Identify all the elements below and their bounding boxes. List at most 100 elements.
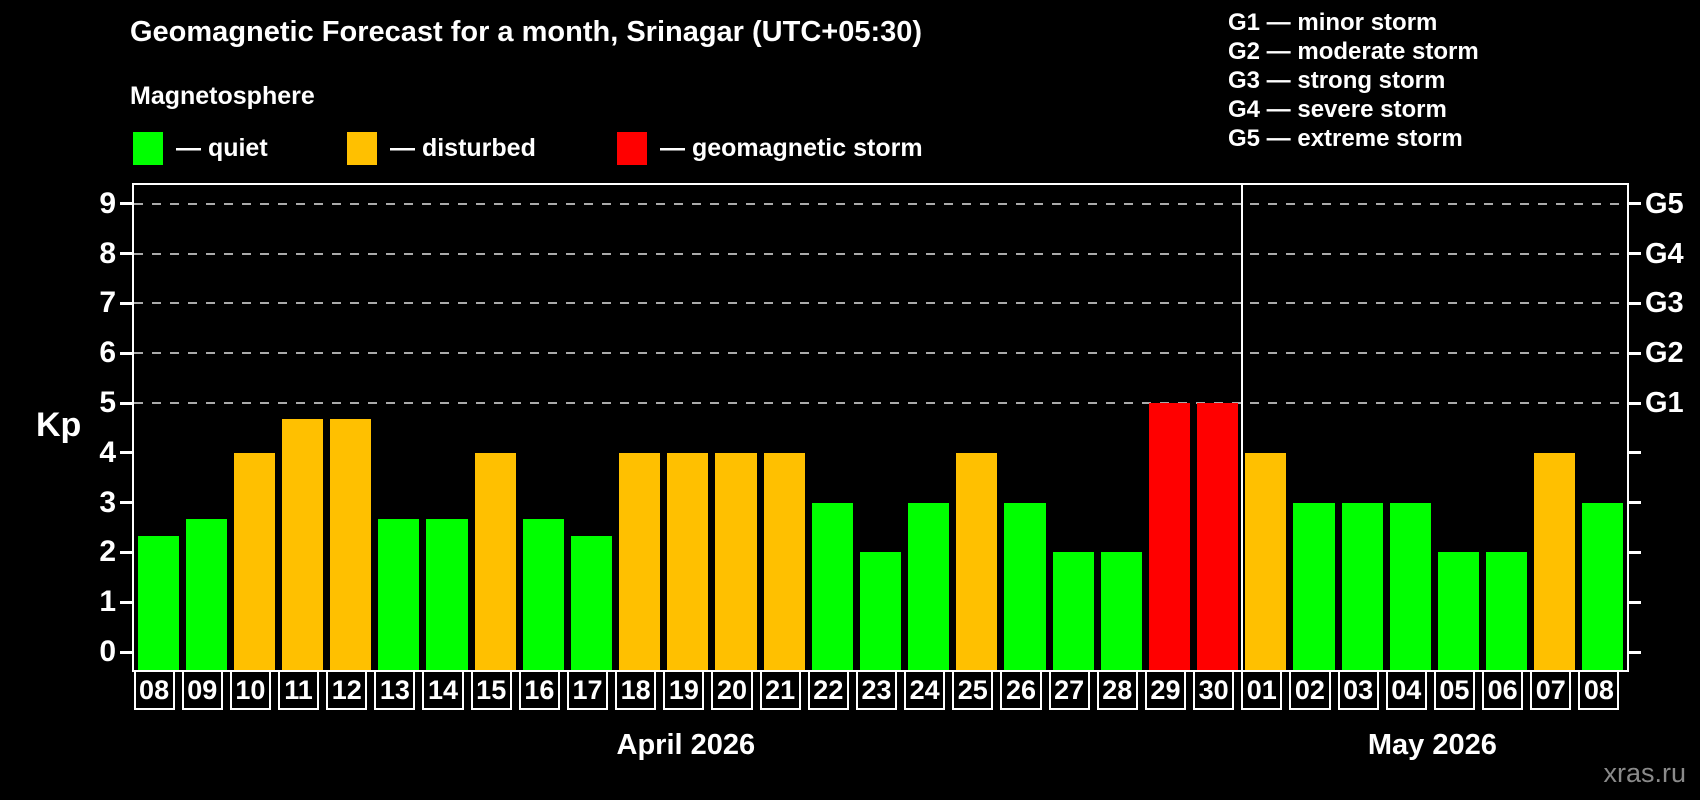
kp-bar-day-03-may (1341, 502, 1383, 670)
y-tick-label-6: 6 (99, 336, 116, 370)
kp-bar-day-18-april (619, 452, 661, 670)
kp-bar-day-27-april (1052, 552, 1094, 670)
g-scale-tick-label-g3: G3 (1645, 287, 1684, 320)
kp-bar-day-25-april (956, 452, 998, 670)
legend-label: — geomagnetic storm (660, 133, 923, 162)
gridline-kp-8 (134, 252, 1627, 255)
xras-watermark: xras.ru (1603, 758, 1686, 788)
kp-bar-day-08-april (137, 535, 179, 670)
day-label-12: 12 (326, 670, 368, 710)
gridline-kp-7 (134, 302, 1627, 305)
day-label-03: 03 (1337, 670, 1379, 710)
kp-bar-day-10-april (233, 452, 275, 670)
kp-bar-day-20-april (715, 452, 757, 670)
kp-bar-day-05-may (1437, 552, 1479, 670)
right-axis-tick-kp-9 (1629, 202, 1641, 206)
day-label-21: 21 (759, 670, 801, 710)
day-label-13: 13 (374, 670, 416, 710)
right-axis-tick-kp-5 (1629, 401, 1641, 405)
kp-bar-day-28-april (1100, 552, 1142, 670)
day-label-11: 11 (277, 670, 320, 710)
chart-title: Geomagnetic Forecast for a month, Srinag… (130, 16, 923, 48)
kp-bar-day-17-april (570, 535, 613, 670)
right-axis-tick-kp-3 (1629, 501, 1641, 505)
legend-item-disturbed: — disturbed (347, 131, 536, 165)
day-label-24: 24 (904, 670, 946, 710)
kp-bar-day-09-april (185, 519, 227, 670)
day-label-28: 28 (1096, 670, 1138, 710)
kp-bar-day-11-april (281, 419, 324, 670)
g-scale-legend-item: G4 — severe storm (1228, 96, 1447, 123)
disturbed-color-swatch (347, 131, 377, 165)
day-label-05: 05 (1433, 670, 1475, 710)
gridline-kp-6 (134, 352, 1627, 355)
kp-bar-day-01-may (1245, 452, 1287, 670)
left-axis-tick-kp-1 (120, 600, 132, 604)
kp-bar-day-16-april (522, 519, 564, 670)
kp-bar-day-04-may (1389, 502, 1431, 670)
day-label-17: 17 (566, 670, 609, 710)
kp-bar-day-06-may (1486, 552, 1528, 670)
y-tick-label-8: 8 (99, 236, 116, 270)
quiet-color-swatch (133, 131, 163, 165)
g-scale-legend-item: G2 — moderate storm (1228, 38, 1479, 65)
day-label-27: 27 (1048, 670, 1090, 710)
day-label-14: 14 (422, 670, 464, 710)
legend-item-quiet: — quiet (133, 131, 268, 165)
kp-bar-day-29-april (1148, 403, 1191, 670)
g-scale-legend-item: G1 — minor storm (1228, 9, 1438, 36)
left-axis-tick-kp-3 (120, 501, 132, 505)
g-scale-tick-label-g4: G4 (1645, 237, 1684, 270)
day-label-18: 18 (615, 670, 657, 710)
left-axis-tick-kp-7 (120, 301, 132, 305)
day-label-04: 04 (1385, 670, 1427, 710)
day-label-01: 01 (1241, 670, 1283, 710)
day-label-22: 22 (807, 670, 849, 710)
gridline-kp-9 (134, 202, 1627, 205)
day-label-20: 20 (711, 670, 753, 710)
day-label-23: 23 (855, 670, 898, 710)
left-axis-tick-kp-2 (120, 550, 132, 554)
magnetosphere-label: Magnetosphere (130, 82, 315, 110)
kp-bar-day-19-april (667, 452, 709, 670)
y-tick-label-5: 5 (99, 386, 116, 419)
right-axis-tick-kp-4 (1629, 451, 1641, 455)
kp-bar-day-22-april (811, 502, 853, 670)
month-label-may: May 2026 (1367, 729, 1497, 761)
g-scale-legend: G1 — minor storm G2 — moderate storm G3 … (1228, 8, 1479, 153)
kp-bar-day-08-may (1582, 502, 1624, 670)
storm-color-swatch (617, 131, 647, 165)
day-label-02: 02 (1289, 670, 1331, 710)
left-axis-tick-kp-8 (120, 252, 132, 256)
day-label-08: 08 (1578, 670, 1620, 710)
y-tick-label-3: 3 (99, 485, 116, 519)
day-label-15: 15 (470, 670, 512, 710)
y-tick-label-2: 2 (99, 535, 116, 569)
right-axis-tick-kp-2 (1629, 550, 1641, 554)
day-label-25: 25 (952, 670, 994, 710)
y-tick-label-0: 0 (99, 635, 116, 668)
day-label-16: 16 (518, 670, 560, 710)
day-label-09: 09 (181, 670, 223, 710)
legend-item-storm: — geomagnetic storm (617, 131, 923, 165)
right-axis-tick-kp-7 (1629, 301, 1641, 305)
kp-bar-day-02-may (1293, 502, 1335, 670)
kp-bar-day-14-april (426, 519, 468, 670)
y-tick-label-9: 9 (99, 186, 116, 220)
y-tick-label-7: 7 (99, 286, 116, 320)
left-axis-tick-kp-0 (120, 650, 132, 654)
g-scale-tick-label-g2: G2 (1645, 337, 1684, 370)
right-axis-tick-kp-1 (1629, 600, 1641, 604)
kp-bar-day-12-april (330, 419, 372, 670)
legend-label: — disturbed (390, 133, 536, 162)
day-label-07: 07 (1530, 670, 1572, 710)
day-label-26: 26 (1000, 670, 1042, 710)
left-axis-tick-kp-6 (120, 351, 132, 355)
left-axis-tick-kp-9 (120, 202, 132, 206)
g-scale-tick-label-g5: G5 (1645, 187, 1684, 220)
left-axis-tick-kp-4 (120, 451, 132, 455)
day-label-19: 19 (663, 670, 705, 710)
day-label-29: 29 (1144, 670, 1187, 710)
day-label-10: 10 (229, 670, 271, 710)
